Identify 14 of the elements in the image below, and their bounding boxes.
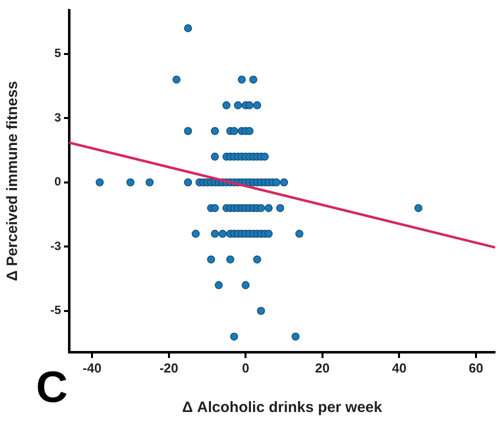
x-tick-label: 0 [242,360,250,376]
y-tick-label: -5 [50,303,62,318]
text: C [36,363,68,412]
x-axis-title: Δ Alcoholic drinks per week [182,399,383,416]
x-tick-label: -40 [82,360,102,376]
x-tick-label: 20 [315,360,330,376]
x-tick-label: -20 [159,360,178,376]
x-tick-label: 40 [392,360,406,376]
y-axis-title: Δ Perceived immune fitness [4,81,22,282]
y-tick-label: -3 [50,238,62,253]
x-tick-label: 60 [468,360,484,376]
y-tick-label: 5 [54,46,62,60]
y-tick-label: 3 [54,110,62,124]
y-tick-label: 0 [54,174,62,189]
